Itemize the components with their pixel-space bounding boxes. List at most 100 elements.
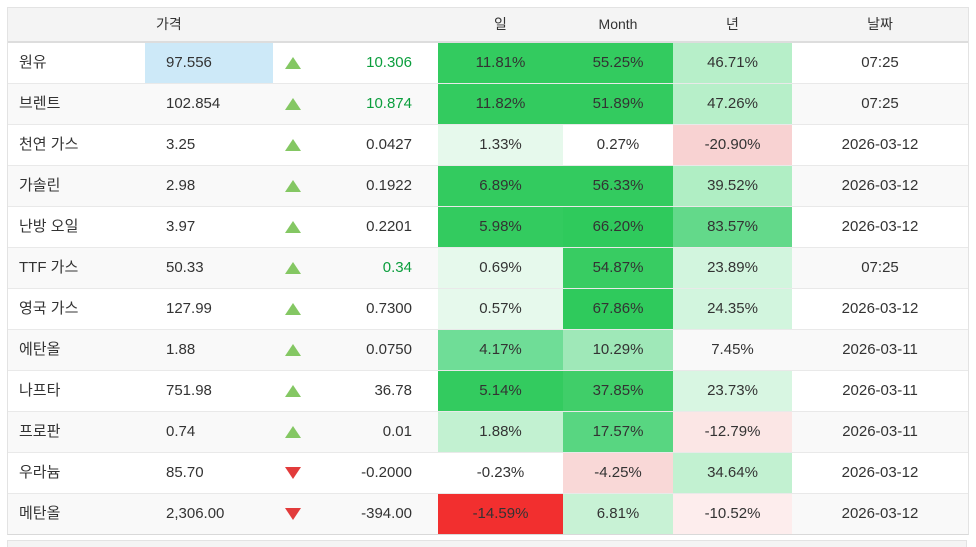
table-header-row: 가격 일 Month 년 날짜	[8, 8, 968, 43]
change-cell: 0.7300	[366, 300, 412, 317]
price-cell: 3.25	[166, 136, 196, 153]
date-cell: 2026-03-12	[841, 300, 919, 317]
change-cell: 0.01	[382, 423, 412, 440]
month-change-cell: -4.25%	[563, 453, 673, 493]
col-header-price: 가격	[156, 16, 182, 32]
commodity-name-link[interactable]: 나프타	[19, 382, 61, 399]
commodity-name-link[interactable]: 브렌트	[19, 95, 61, 112]
day-change-cell: -14.59%	[438, 494, 563, 534]
price-cell: 50.33	[166, 259, 204, 276]
year-change-cell: -10.52%	[673, 494, 792, 534]
month-change-cell: 10.29%	[563, 330, 673, 370]
table-row: 난방 오일 3.97 0.2201 5.98% 66.20% 83.57% 20…	[8, 206, 968, 247]
month-change-cell: 66.20%	[563, 207, 673, 247]
table-row: 우라늄 85.70 -0.2000 -0.23% -4.25% 34.64% 2…	[8, 452, 968, 493]
year-change-cell: 23.73%	[673, 371, 792, 411]
day-change-cell: 1.33%	[438, 125, 563, 165]
price-cell: 2.98	[166, 177, 196, 194]
year-change-cell: 24.35%	[673, 289, 792, 329]
price-cell: 3.97	[166, 218, 196, 235]
change-cell: -394.00	[361, 505, 412, 522]
day-change-cell: 5.14%	[438, 371, 563, 411]
table-row: 나프타 751.98 36.78 5.14% 37.85% 23.73% 202…	[8, 370, 968, 411]
year-change-cell: -12.79%	[673, 412, 792, 452]
commodity-name-link[interactable]: TTF 가스	[19, 259, 79, 276]
up-triangle-icon	[285, 262, 301, 274]
table-row: 에탄올 1.88 0.0750 4.17% 10.29% 7.45% 2026-…	[8, 329, 968, 370]
month-change-cell: 56.33%	[563, 166, 673, 206]
date-cell: 07:25	[861, 95, 899, 112]
change-cell: 0.2201	[366, 218, 412, 235]
change-cell: 10.306	[366, 54, 412, 71]
change-cell: 0.1922	[366, 177, 412, 194]
col-header-day: 일	[494, 16, 507, 32]
date-cell: 2026-03-11	[842, 382, 918, 399]
up-triangle-icon	[285, 57, 301, 69]
up-triangle-icon	[285, 426, 301, 438]
table-row: 원유 97.556 10.306 11.81% 55.25% 46.71% 07…	[8, 43, 968, 83]
commodity-name-link[interactable]: 프로판	[19, 423, 61, 440]
table-row: 영국 가스 127.99 0.7300 0.57% 67.86% 24.35% …	[8, 288, 968, 329]
change-cell: 36.78	[374, 382, 412, 399]
year-change-cell: 39.52%	[673, 166, 792, 206]
direction-cell	[273, 84, 313, 124]
direction-cell	[273, 494, 313, 534]
direction-cell	[273, 43, 313, 83]
month-change-cell: 55.25%	[563, 43, 673, 83]
change-cell: 0.34	[382, 259, 412, 276]
up-triangle-icon	[285, 180, 301, 192]
date-cell: 2026-03-12	[841, 177, 919, 194]
change-cell: 0.0427	[366, 136, 412, 153]
direction-cell	[273, 166, 313, 206]
year-change-cell: 23.89%	[673, 248, 792, 288]
change-cell: 10.874	[366, 95, 412, 112]
month-change-cell: 67.86%	[563, 289, 673, 329]
date-cell: 2026-03-11	[842, 423, 918, 440]
up-triangle-icon	[285, 303, 301, 315]
table-row: 천연 가스 3.25 0.0427 1.33% 0.27% -20.90% 20…	[8, 124, 968, 165]
year-change-cell: 7.45%	[711, 341, 754, 358]
price-cell: 127.99	[166, 300, 212, 317]
date-cell: 07:25	[861, 54, 899, 71]
month-change-cell: 17.57%	[563, 412, 673, 452]
commodity-name-link[interactable]: 우라늄	[19, 464, 61, 481]
year-change-cell: 47.26%	[673, 84, 792, 124]
commodity-name-link[interactable]: 영국 가스	[19, 300, 79, 317]
commodity-name-link[interactable]: 천연 가스	[19, 136, 79, 153]
change-cell: 0.0750	[366, 341, 412, 358]
day-change-cell: 6.89%	[438, 166, 563, 206]
commodity-name-link[interactable]: 메탄올	[19, 505, 61, 522]
table-row: TTF 가스 50.33 0.34 0.69% 54.87% 23.89% 07…	[8, 247, 968, 288]
day-change-cell: 4.17%	[438, 330, 563, 370]
direction-cell	[273, 453, 313, 493]
date-cell: 2026-03-12	[841, 505, 919, 522]
date-cell: 2026-03-12	[841, 464, 919, 481]
commodity-name-link[interactable]: 에탄올	[19, 341, 61, 358]
direction-cell	[273, 371, 313, 411]
commodity-name-link[interactable]: 원유	[19, 54, 47, 71]
direction-cell	[273, 248, 313, 288]
month-change-cell: 0.27%	[596, 136, 640, 153]
direction-cell	[273, 412, 313, 452]
col-header-name	[8, 8, 145, 41]
day-change-cell: 11.81%	[438, 43, 563, 83]
price-cell: 2,306.00	[166, 505, 225, 522]
down-triangle-icon	[285, 467, 301, 479]
price-cell: 1.88	[166, 341, 196, 358]
date-cell: 2026-03-12	[841, 136, 919, 153]
month-change-cell: 37.85%	[563, 371, 673, 411]
table-row: 메탄올 2,306.00 -394.00 -14.59% 6.81% -10.5…	[8, 493, 968, 534]
year-change-cell: 34.64%	[673, 453, 792, 493]
day-change-cell: -0.23%	[476, 464, 525, 481]
year-change-cell: 46.71%	[673, 43, 792, 83]
direction-cell	[273, 289, 313, 329]
direction-cell	[273, 207, 313, 247]
day-change-cell: 0.57%	[438, 289, 563, 329]
table-row: 가솔린 2.98 0.1922 6.89% 56.33% 39.52% 2026…	[8, 165, 968, 206]
day-change-cell: 0.69%	[438, 248, 563, 288]
table-row: 프로판 0.74 0.01 1.88% 17.57% -12.79% 2026-…	[8, 411, 968, 452]
date-cell: 2026-03-11	[842, 341, 918, 358]
commodity-name-link[interactable]: 가솔린	[19, 177, 61, 194]
up-triangle-icon	[285, 98, 301, 110]
commodity-name-link[interactable]: 난방 오일	[19, 218, 79, 235]
